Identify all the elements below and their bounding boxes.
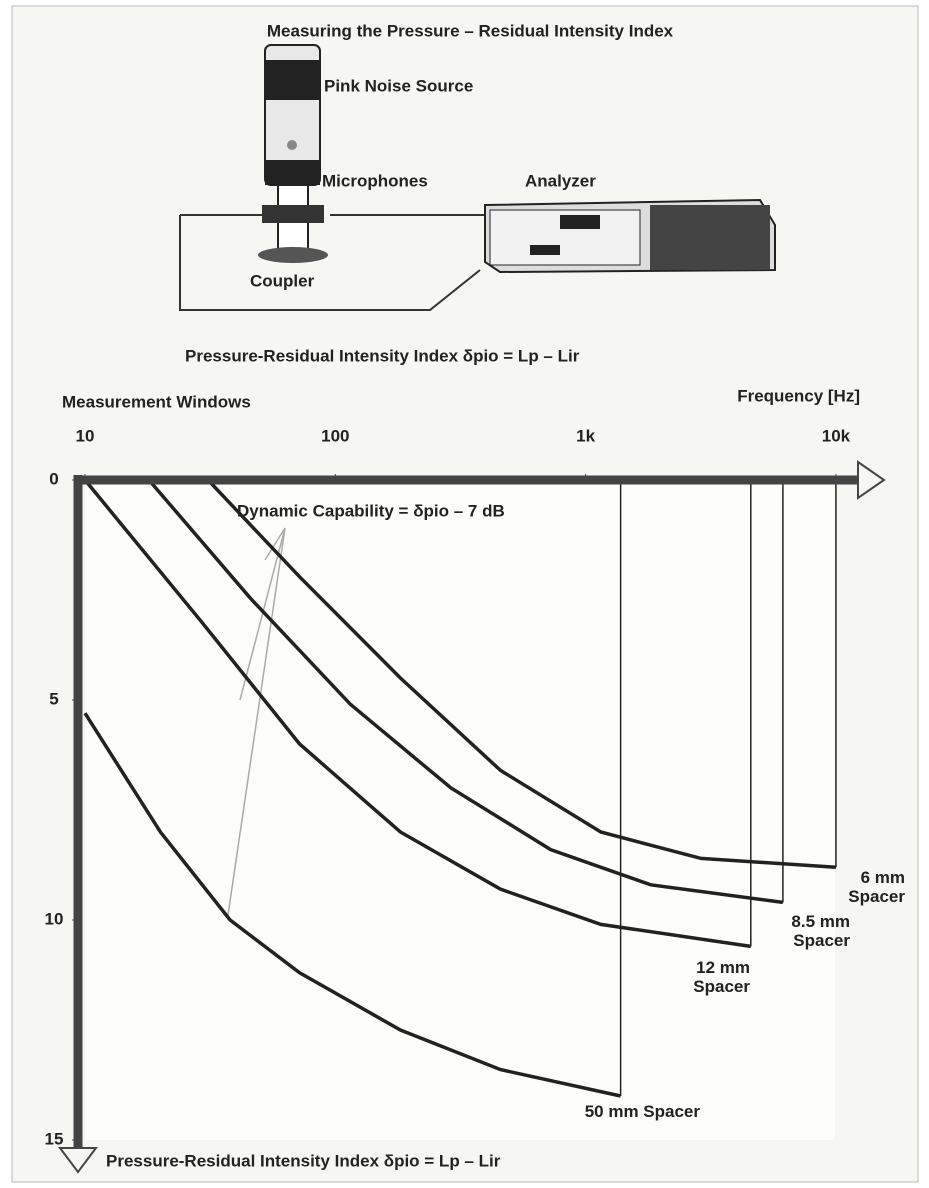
y-axis-label: Pressure-Residual Intensity Index δpio =…	[106, 1151, 501, 1170]
illustration	[179, 44, 776, 311]
coupler-label: Coupler	[250, 271, 315, 290]
annotation-arrows	[227, 527, 286, 916]
source-label: Pink Noise Source	[324, 76, 473, 95]
x-label-left: Measurement Windows	[62, 392, 251, 411]
x-tick-label: 10k	[822, 426, 851, 445]
x-axis-label: Frequency [Hz]	[737, 386, 860, 405]
x-tick-label: 100	[321, 426, 349, 445]
series-label: 6 mm Spacer	[848, 868, 905, 906]
chart-title: Measuring the Pressure – Residual Intens…	[267, 21, 674, 40]
curve	[83, 478, 752, 949]
y-tick-label: 0	[49, 469, 58, 488]
y-tick-label: 15	[45, 1129, 64, 1148]
x-tick-label: 10	[76, 426, 95, 445]
curve	[147, 478, 784, 905]
y-tick-label: 5	[49, 689, 58, 708]
series-label: 12 mm Spacer	[693, 958, 750, 996]
plot-area	[85, 480, 835, 1140]
series-label: 50 mm Spacer	[584, 1102, 700, 1121]
curve	[83, 712, 621, 1098]
annotation: Dynamic Capability = δpio – 7 dB	[237, 501, 505, 520]
curve	[206, 478, 837, 869]
series-label: 8.5 mm Spacer	[791, 912, 850, 950]
y-tick-label: 10	[45, 909, 64, 928]
subtitle: Pressure-Residual Intensity Index δpio =…	[185, 346, 580, 365]
x-tick-label: 1k	[576, 426, 595, 445]
microphones-label: Microphones	[322, 171, 428, 190]
axes	[58, 460, 886, 1174]
analyzer-label: Analyzer	[525, 171, 596, 190]
